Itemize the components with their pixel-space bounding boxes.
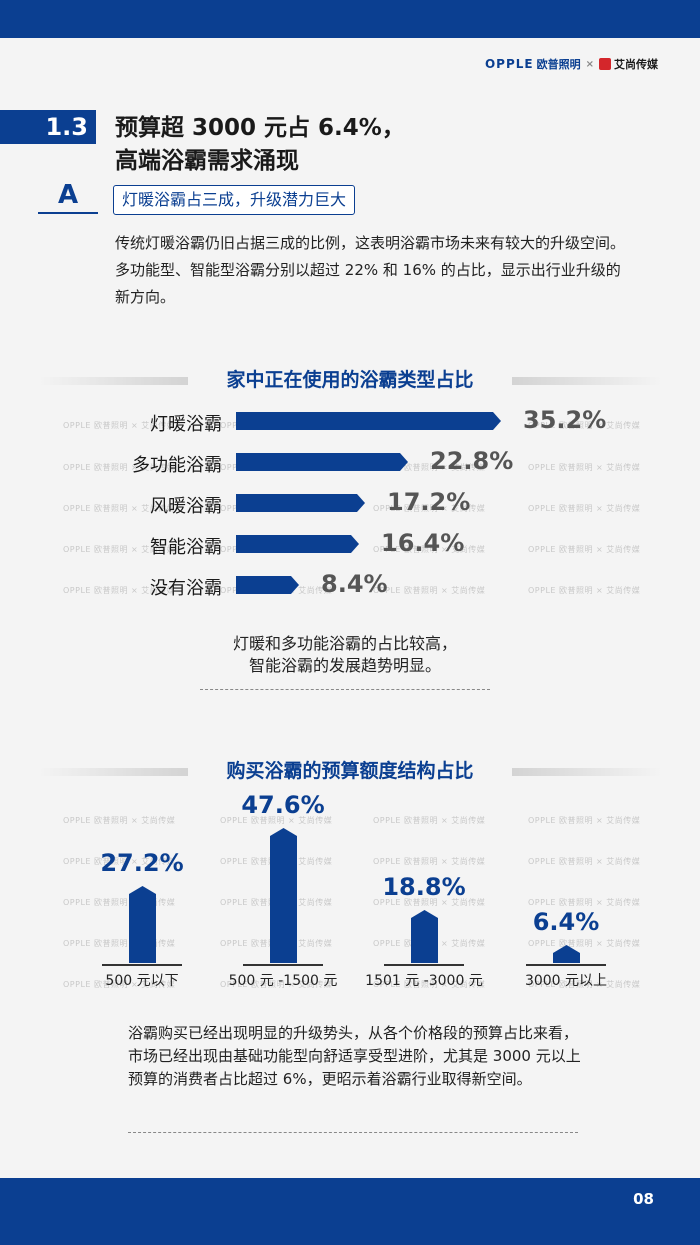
watermark-text: OPPLE 欧普照明 × 艾尚传媒 bbox=[373, 857, 486, 866]
chart1-note-divider bbox=[200, 689, 490, 690]
chart2-baseline bbox=[384, 964, 464, 966]
brand-logo: OPPLE 欧普照明 × 艾尚传媒 bbox=[485, 56, 658, 72]
footer-divider bbox=[128, 1132, 578, 1133]
chart2-baseline bbox=[243, 964, 323, 966]
chart1-category-label: 多功能浴霸 bbox=[132, 455, 222, 476]
watermark-text: OPPLE 欧普照明 × 艾尚传媒 bbox=[528, 545, 641, 554]
watermark-text: OPPLE 欧普照明 × 艾尚传媒 bbox=[63, 504, 176, 513]
watermark-text: OPPLE 欧普照明 × 艾尚传媒 bbox=[373, 504, 486, 513]
section-title: 预算超 3000 元占 6.4%， 高端浴霸需求涌现 bbox=[115, 112, 405, 178]
chart2-value-label: 6.4% bbox=[532, 908, 600, 936]
section-title-line2: 高端浴霸需求涌现 bbox=[115, 148, 299, 174]
watermark-text: OPPLE 欧普照明 × 艾尚传媒 bbox=[63, 857, 176, 866]
chart1-value-label: 8.4% bbox=[321, 570, 388, 598]
top-bar bbox=[0, 0, 700, 38]
section-number: 1.3 bbox=[0, 110, 96, 144]
chart2-bar bbox=[129, 886, 156, 963]
page-number: 08 bbox=[633, 1190, 654, 1208]
watermark-text: OPPLE 欧普照明 × 艾尚传媒 bbox=[220, 980, 333, 989]
chart1-bar bbox=[236, 576, 299, 594]
watermark-text: OPPLE 欧普照明 × 艾尚传媒 bbox=[528, 586, 641, 595]
chart1-note-line1: 灯暖和多功能浴霸的占比较高， bbox=[232, 634, 457, 653]
chart1-note-line2: 智能浴霸的发展趋势明显。 bbox=[248, 656, 441, 675]
chart1-value-label: 16.4% bbox=[381, 529, 465, 557]
watermark-text: OPPLE 欧普照明 × 艾尚传媒 bbox=[373, 980, 486, 989]
watermark-text: OPPLE 欧普照明 × 艾尚传媒 bbox=[63, 545, 176, 554]
chart2-category-label: 500 元以下 bbox=[105, 973, 179, 989]
chart1-value-label: 35.2% bbox=[523, 406, 607, 434]
watermark-text: OPPLE 欧普照明 × 艾尚传媒 bbox=[528, 463, 641, 472]
section-title-line1: 预算超 3000 元占 6.4%， bbox=[115, 115, 405, 141]
watermark-text: OPPLE 欧普照明 × 艾尚传媒 bbox=[63, 586, 176, 595]
chart2-bar bbox=[553, 945, 580, 963]
chart2-baseline bbox=[526, 964, 606, 966]
chart1-value-label: 17.2% bbox=[387, 488, 471, 516]
watermark-text: OPPLE 欧普照明 × 艾尚传媒 bbox=[373, 898, 486, 907]
chart1-note: 灯暖和多功能浴霸的占比较高， 智能浴霸的发展趋势明显。 bbox=[200, 633, 490, 677]
chart1-bar bbox=[236, 535, 359, 553]
subsection-label: A bbox=[38, 180, 98, 214]
watermark-text: OPPLE 欧普照明 × 艾尚传媒 bbox=[528, 816, 641, 825]
chart2-category-label: 1501 元 -3000 元 bbox=[365, 973, 483, 989]
watermark-text: OPPLE 欧普照明 × 艾尚传媒 bbox=[528, 898, 641, 907]
watermark-text: OPPLE 欧普照明 × 艾尚传媒 bbox=[63, 421, 176, 430]
watermark-text: OPPLE 欧普照明 × 艾尚传媒 bbox=[63, 980, 176, 989]
chart1-title: 家中正在使用的浴霸类型占比 bbox=[0, 365, 700, 392]
chart1-category-label: 灯暖浴霸 bbox=[150, 414, 222, 435]
logo-partner: 艾尚传媒 bbox=[614, 58, 658, 71]
bottom-bar bbox=[0, 1178, 700, 1245]
watermark-text: OPPLE 欧普照明 × 艾尚传媒 bbox=[63, 816, 176, 825]
chart2-bar bbox=[411, 910, 438, 963]
watermark-text: OPPLE 欧普照明 × 艾尚传媒 bbox=[220, 816, 333, 825]
watermark-text: OPPLE 欧普照明 × 艾尚传媒 bbox=[373, 816, 486, 825]
chart2-baseline bbox=[102, 964, 182, 966]
subsection-title: 灯暖浴霸占三成，升级潜力巨大 bbox=[113, 185, 356, 215]
chart1-bar bbox=[236, 494, 365, 512]
watermark-text: OPPLE 欧普照明 × 艾尚传媒 bbox=[528, 980, 641, 989]
watermark-text: OPPLE 欧普照明 × 艾尚传媒 bbox=[528, 857, 641, 866]
logo-brand: OPPLE bbox=[484, 57, 534, 71]
partner-logo-icon bbox=[599, 58, 611, 70]
logo-brand-cn: 欧普照明 bbox=[536, 58, 581, 71]
chart1-category-label: 风暖浴霸 bbox=[150, 496, 222, 517]
chart2-bar bbox=[270, 828, 297, 963]
chart1-category-label: 智能浴霸 bbox=[150, 537, 222, 558]
chart2-category-label: 3000 元以上 bbox=[524, 973, 608, 989]
watermark-text: OPPLE 欧普照明 × 艾尚传媒 bbox=[63, 898, 176, 907]
footer-paragraph: 浴霸购买已经出现明显的升级势头，从各个价格段的预算占比来看，市场已经出现由基础功… bbox=[128, 1024, 581, 1088]
watermark-text: OPPLE 欧普照明 × 艾尚传媒 bbox=[373, 463, 486, 472]
watermark-text: OPPLE 欧普照明 × 艾尚传媒 bbox=[373, 586, 486, 595]
chart1-value-label: 22.8% bbox=[430, 447, 514, 475]
chart2-value-label: 18.8% bbox=[382, 873, 466, 901]
logo-separator: × bbox=[585, 58, 594, 70]
chart2-value-label: 27.2% bbox=[100, 849, 184, 877]
intro-paragraph: 传统灯暖浴霸仍旧占据三成的比例，这表明浴霸市场未来有较大的升级空间。多功能型、智… bbox=[115, 234, 626, 306]
chart2-category-label: 500 元 -1500 元 bbox=[228, 973, 338, 989]
watermark-text: OPPLE 欧普照明 × 艾尚传媒 bbox=[528, 939, 641, 948]
watermark-text: OPPLE 欧普照明 × 艾尚传媒 bbox=[63, 939, 176, 948]
watermark-text: OPPLE 欧普照明 × 艾尚传媒 bbox=[528, 504, 641, 513]
watermark-text: OPPLE 欧普照明 × 艾尚传媒 bbox=[528, 421, 641, 430]
chart1-bar bbox=[236, 453, 408, 471]
watermark-text: OPPLE 欧普照明 × 艾尚传媒 bbox=[63, 463, 176, 472]
chart1-category-label: 没有浴霸 bbox=[150, 578, 222, 599]
chart2-value-label: 47.6% bbox=[241, 791, 325, 819]
chart1-bar bbox=[236, 412, 501, 430]
chart2-title: 购买浴霸的预算额度结构占比 bbox=[0, 756, 700, 783]
watermark-text: OPPLE 欧普照明 × 艾尚传媒 bbox=[373, 545, 486, 554]
